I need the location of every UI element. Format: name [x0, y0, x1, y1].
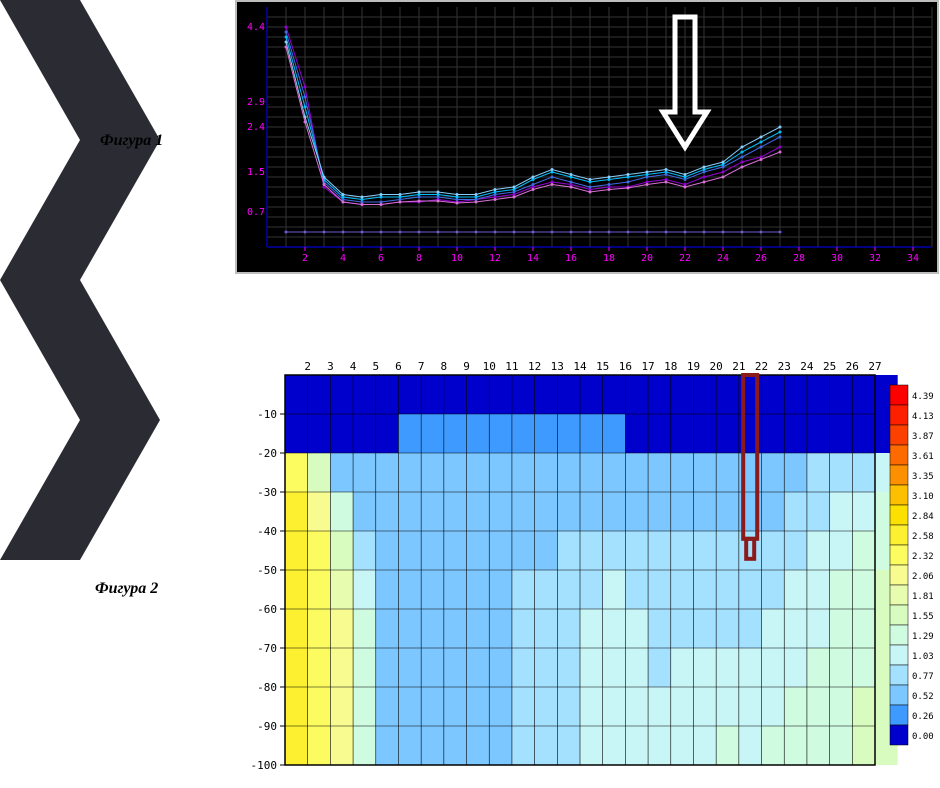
svg-text:8: 8	[441, 360, 448, 373]
svg-text:8: 8	[416, 253, 422, 264]
svg-text:4: 4	[340, 253, 346, 264]
svg-text:19: 19	[687, 360, 700, 373]
figure-1-label: Фигура 1	[100, 132, 163, 150]
svg-text:2.06: 2.06	[912, 572, 934, 582]
svg-text:3.61: 3.61	[912, 452, 934, 462]
svg-text:-80: -80	[257, 681, 277, 694]
svg-text:15: 15	[596, 360, 609, 373]
svg-text:-50: -50	[257, 564, 277, 577]
svg-text:14: 14	[527, 253, 539, 264]
svg-text:-60: -60	[257, 603, 277, 616]
svg-text:2.84: 2.84	[912, 512, 934, 522]
svg-text:2: 2	[304, 360, 311, 373]
figure-1-chart: 2468101214161820222426283032340.71.52.42…	[235, 0, 939, 274]
svg-text:18: 18	[664, 360, 677, 373]
svg-text:24: 24	[800, 360, 814, 373]
svg-text:16: 16	[619, 360, 632, 373]
svg-text:4.13: 4.13	[912, 412, 934, 422]
svg-text:27: 27	[868, 360, 881, 373]
svg-text:10: 10	[451, 253, 463, 264]
svg-text:2.4: 2.4	[247, 122, 265, 133]
svg-text:0.00: 0.00	[912, 732, 934, 742]
svg-text:3.35: 3.35	[912, 472, 934, 482]
svg-text:-20: -20	[257, 447, 277, 460]
svg-text:21: 21	[732, 360, 745, 373]
svg-text:-70: -70	[257, 642, 277, 655]
svg-text:22: 22	[755, 360, 768, 373]
svg-text:20: 20	[641, 253, 653, 264]
svg-text:2.32: 2.32	[912, 552, 934, 562]
svg-text:-30: -30	[257, 486, 277, 499]
svg-text:0.26: 0.26	[912, 712, 934, 722]
svg-text:26: 26	[846, 360, 859, 373]
svg-text:12: 12	[528, 360, 541, 373]
svg-text:2.9: 2.9	[247, 97, 265, 108]
svg-text:4.4: 4.4	[247, 22, 265, 33]
svg-text:17: 17	[641, 360, 654, 373]
svg-text:4: 4	[350, 360, 357, 373]
svg-text:23: 23	[778, 360, 791, 373]
svg-text:13: 13	[551, 360, 564, 373]
chevron-shape	[0, 280, 160, 560]
svg-text:6: 6	[395, 360, 402, 373]
heatmap-svg: 2345678910111213141516171819202122232425…	[235, 355, 935, 770]
svg-text:0.52: 0.52	[912, 692, 934, 702]
figure-2-label: Фигура 2	[95, 580, 158, 598]
color-legend: 4.39 4.13 3.87 3.61 3.35 3.10 2.84 2.58 2.32 2.06…	[890, 385, 934, 745]
svg-text:7: 7	[418, 360, 425, 373]
figure-2-chart: 2345678910111213141516171819202122232425…	[235, 355, 935, 770]
svg-text:1.03: 1.03	[912, 652, 934, 662]
svg-text:20: 20	[710, 360, 723, 373]
svg-text:34: 34	[907, 253, 919, 264]
svg-text:-10: -10	[257, 408, 277, 421]
svg-text:3.87: 3.87	[912, 432, 934, 442]
svg-text:1.5: 1.5	[247, 167, 265, 178]
svg-text:16: 16	[565, 253, 577, 264]
svg-text:14: 14	[573, 360, 587, 373]
svg-text:0.77: 0.77	[912, 672, 934, 682]
svg-text:2.58: 2.58	[912, 532, 934, 542]
svg-text:28: 28	[793, 253, 805, 264]
svg-text:1.29: 1.29	[912, 632, 934, 642]
svg-text:25: 25	[823, 360, 836, 373]
svg-text:24: 24	[717, 253, 729, 264]
svg-text:-40: -40	[257, 525, 277, 538]
svg-text:30: 30	[831, 253, 843, 264]
svg-text:18: 18	[603, 253, 615, 264]
svg-text:2: 2	[302, 253, 308, 264]
svg-text:10: 10	[483, 360, 496, 373]
svg-text:26: 26	[755, 253, 767, 264]
svg-text:6: 6	[378, 253, 384, 264]
svg-text:9: 9	[463, 360, 470, 373]
svg-text:1.55: 1.55	[912, 612, 934, 622]
svg-text:11: 11	[505, 360, 518, 373]
svg-text:-100: -100	[251, 759, 278, 770]
svg-text:0.7: 0.7	[247, 207, 265, 218]
svg-text:12: 12	[489, 253, 501, 264]
svg-text:-90: -90	[257, 720, 277, 733]
svg-text:3: 3	[327, 360, 334, 373]
svg-text:32: 32	[869, 253, 881, 264]
svg-text:3.10: 3.10	[912, 492, 934, 502]
decorative-chevron-2	[0, 280, 180, 560]
line-chart-svg: 2468101214161820222426283032340.71.52.42…	[237, 2, 937, 272]
svg-text:5: 5	[372, 360, 379, 373]
svg-text:1.81: 1.81	[912, 592, 934, 602]
svg-text:4.39: 4.39	[912, 392, 934, 402]
svg-text:22: 22	[679, 253, 691, 264]
